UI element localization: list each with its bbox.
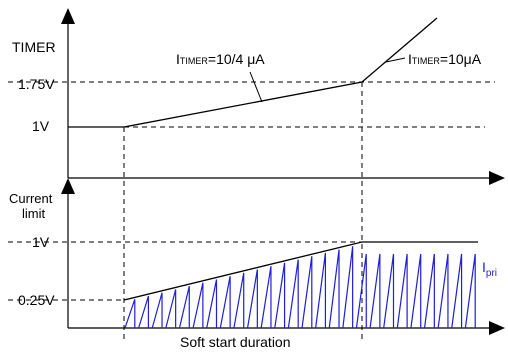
current-limit-panel: Current limit 1V 0.25V Ipri Soft start d… [8,178,505,350]
current-limit-curve [123,241,478,301]
timer-panel: TIMER 1.75V 1V ITIMER=10/4 μA ITIMER=10μ… [8,8,505,185]
current-axis-label-line1: Current [9,191,53,206]
ipri-pulse [451,253,463,329]
current-y-axis-arrow [61,178,75,194]
ipri-pulse [464,253,476,329]
steep-current-label: ITIMER=10μA [408,51,482,67]
timer-axis-label: TIMER [12,39,56,55]
timer-level-low-label: 1V [32,118,50,134]
current-x-axis-arrow [489,321,505,335]
ipri-pulse [328,249,340,329]
ipri-pulse [124,299,136,329]
ipri-pulse [219,276,231,329]
primary-current-waveform [124,246,476,329]
ipri-pulse [192,282,204,329]
ipri-pulse [206,279,218,329]
ipri-pulse [287,259,299,329]
ipri-pulse [274,262,286,329]
ipri-pulse [396,253,408,329]
ipri-pulse [246,269,258,329]
current-axis-label-line2: limit [22,206,45,221]
ipri-pulse [260,266,272,329]
ipri-label: Ipri [482,259,497,279]
slope-label-leader [249,71,263,103]
timer-y-axis-arrow [61,8,75,24]
ipri-pulse [410,253,422,329]
ipri-pulse [301,256,313,329]
ipri-pulse [151,292,163,329]
timer-curve [68,17,438,128]
ipri-pulse [233,272,245,329]
ipri-pulse [165,289,177,329]
ipri-pulse [423,253,435,329]
ipri-pulse [369,253,381,329]
ipri-pulse [355,253,367,329]
timer-x-axis-arrow [489,171,505,185]
soft-start-duration-label: Soft start duration [180,334,291,350]
ipri-pulse [138,295,150,329]
slope-current-label: ITIMER=10/4 μA [176,51,265,67]
ipri-pulse [178,285,190,329]
ipri-pulse [437,253,449,329]
ipri-pulse [342,246,354,329]
ipri-pulse [383,253,395,329]
timer-level-high-label: 1.75V [18,76,55,92]
ipri-pulse [315,252,327,329]
current-level-high-label: 1V [32,234,50,250]
steep-label-leader [385,57,406,63]
